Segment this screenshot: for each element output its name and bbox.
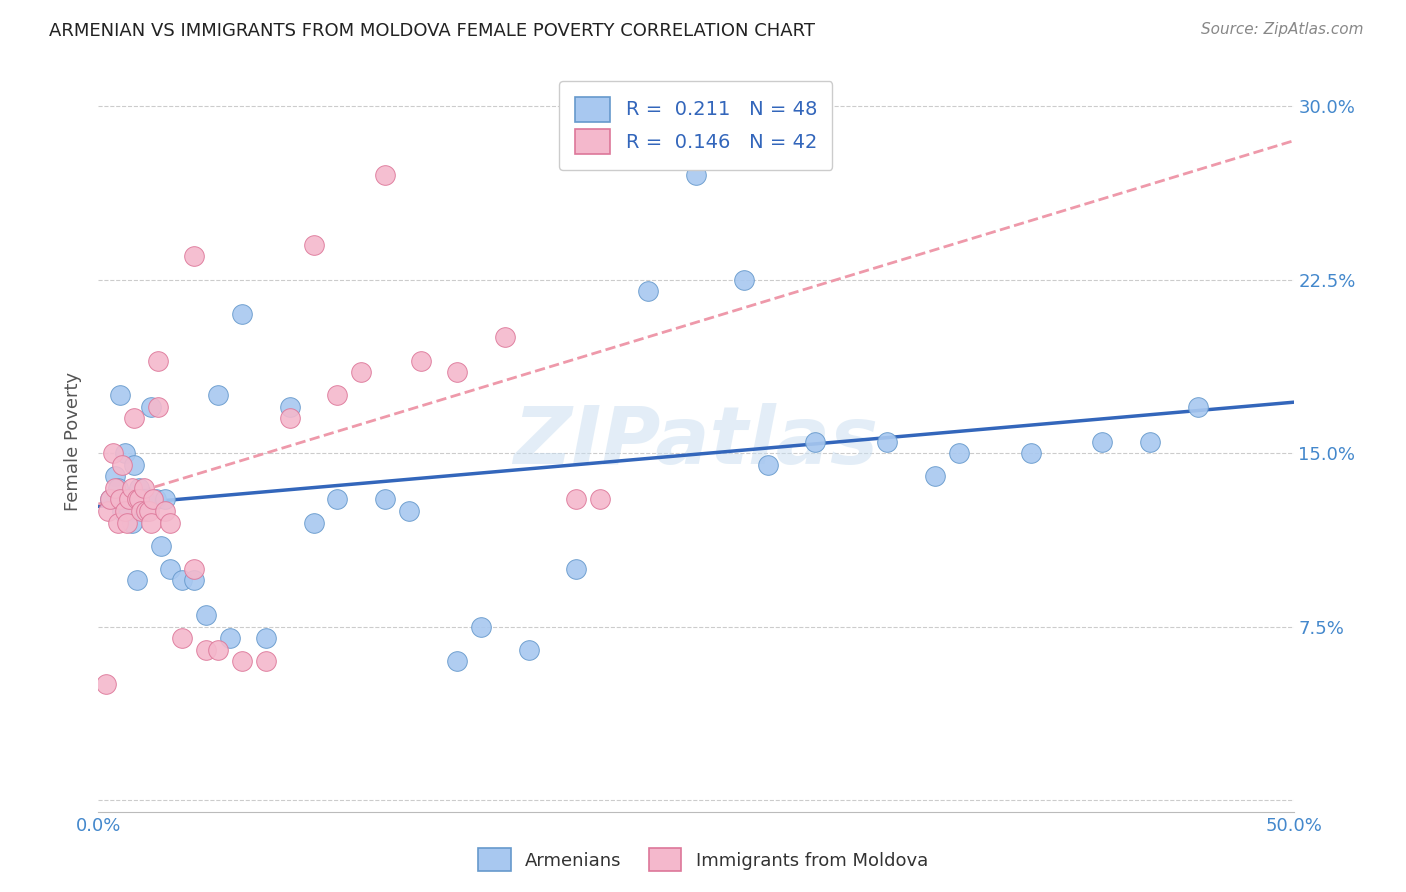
Point	[115, 492, 138, 507]
Point	[94, 677, 117, 691]
Point	[948, 446, 970, 460]
Point	[278, 411, 301, 425]
Point	[131, 504, 153, 518]
Point	[637, 284, 659, 298]
Point	[135, 504, 157, 518]
Point	[107, 516, 129, 530]
Point	[128, 481, 150, 495]
Point	[131, 492, 153, 507]
Point	[326, 492, 349, 507]
Point	[114, 446, 136, 460]
Point	[108, 492, 131, 507]
Point	[118, 504, 141, 518]
Point	[494, 330, 516, 344]
Point	[104, 481, 127, 495]
Point	[207, 642, 229, 657]
Point	[148, 400, 170, 414]
Point	[1139, 434, 1161, 449]
Point	[172, 631, 194, 645]
Point	[139, 400, 162, 414]
Point	[172, 574, 194, 588]
Point	[685, 169, 707, 183]
Point	[183, 250, 205, 264]
Point	[804, 434, 827, 449]
Point	[231, 654, 253, 668]
Point	[108, 388, 131, 402]
Point	[254, 654, 277, 668]
Point	[374, 492, 396, 507]
Text: ARMENIAN VS IMMIGRANTS FROM MOLDOVA FEMALE POVERTY CORRELATION CHART: ARMENIAN VS IMMIGRANTS FROM MOLDOVA FEMA…	[49, 22, 815, 40]
Point	[195, 642, 218, 657]
Point	[219, 631, 242, 645]
Text: Source: ZipAtlas.com: Source: ZipAtlas.com	[1201, 22, 1364, 37]
Point	[121, 516, 143, 530]
Point	[118, 492, 141, 507]
Point	[1187, 400, 1209, 414]
Text: ZIPatlas: ZIPatlas	[513, 402, 879, 481]
Point	[111, 458, 134, 472]
Point	[446, 365, 468, 379]
Point	[254, 631, 277, 645]
Point	[195, 608, 218, 623]
Point	[924, 469, 946, 483]
Point	[398, 504, 420, 518]
Point	[517, 642, 540, 657]
Point	[139, 516, 162, 530]
Point	[149, 539, 172, 553]
Point	[132, 492, 155, 507]
Point	[111, 504, 134, 518]
Point	[125, 492, 148, 507]
Point	[142, 492, 165, 507]
Point	[121, 481, 143, 495]
Point	[148, 353, 170, 368]
Point	[876, 434, 898, 449]
Point	[132, 481, 155, 495]
Point	[114, 504, 136, 518]
Point	[756, 458, 779, 472]
Point	[565, 492, 588, 507]
Point	[207, 388, 229, 402]
Point	[350, 365, 373, 379]
Point	[124, 411, 146, 425]
Point	[128, 492, 150, 507]
Point	[411, 353, 433, 368]
Legend: R =  0.211   N = 48, R =  0.146   N = 42: R = 0.211 N = 48, R = 0.146 N = 42	[560, 81, 832, 170]
Legend: Armenians, Immigrants from Moldova: Armenians, Immigrants from Moldova	[471, 841, 935, 879]
Point	[124, 458, 146, 472]
Point	[98, 492, 122, 507]
Point	[159, 562, 181, 576]
Y-axis label: Female Poverty: Female Poverty	[65, 372, 83, 511]
Point	[1019, 446, 1042, 460]
Point	[155, 504, 177, 518]
Point	[115, 516, 138, 530]
Point	[135, 504, 157, 518]
Point	[374, 169, 396, 183]
Point	[138, 504, 160, 518]
Point	[101, 446, 124, 460]
Point	[733, 272, 755, 286]
Point	[1091, 434, 1114, 449]
Point	[159, 516, 181, 530]
Point	[155, 492, 177, 507]
Point	[104, 469, 127, 483]
Point	[231, 307, 253, 321]
Point	[183, 574, 205, 588]
Point	[97, 504, 120, 518]
Point	[278, 400, 301, 414]
Point	[125, 574, 148, 588]
Point	[145, 492, 167, 507]
Point	[107, 481, 129, 495]
Point	[446, 654, 468, 668]
Point	[326, 388, 349, 402]
Point	[183, 562, 205, 576]
Point	[470, 620, 492, 634]
Point	[98, 492, 122, 507]
Point	[565, 562, 588, 576]
Point	[302, 238, 325, 252]
Point	[589, 492, 612, 507]
Point	[302, 516, 325, 530]
